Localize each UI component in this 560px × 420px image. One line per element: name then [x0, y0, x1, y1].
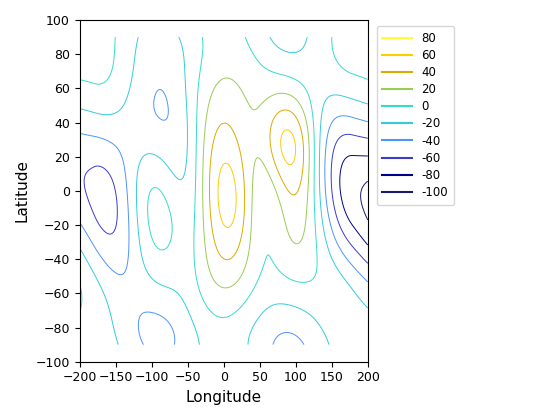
Legend: 80, 60, 40, 20, 0, -20, -40, -60, -80, -100: 80, 60, 40, 20, 0, -20, -40, -60, -80, -…	[376, 26, 454, 205]
Y-axis label: Latitude: Latitude	[15, 159, 30, 222]
X-axis label: Longitude: Longitude	[186, 390, 262, 405]
